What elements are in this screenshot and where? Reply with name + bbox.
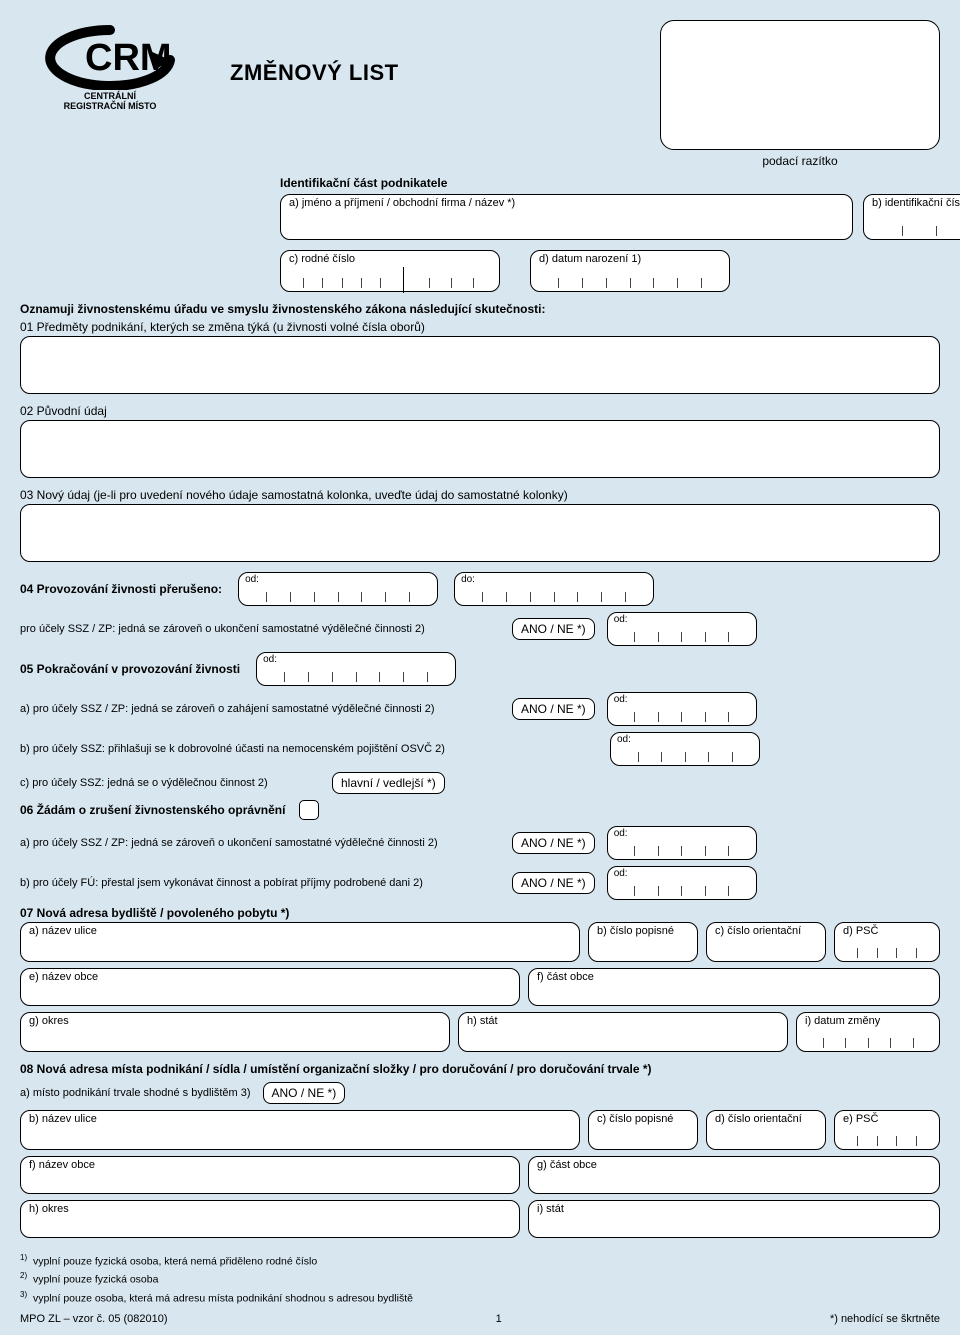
a08e[interactable]: e) PSČ [834, 1110, 940, 1150]
q06a-text: a) pro účely SSZ / ZP: jedná se zároveň … [20, 837, 500, 849]
q06b-anone[interactable]: ANO / NE *) [512, 872, 595, 894]
svg-text:CRM: CRM [85, 37, 172, 79]
s06-checkbox[interactable] [299, 800, 319, 820]
s04-label: 04 Provozování živnosti přerušeno: [20, 582, 222, 596]
logo: CRM CENTRÁLNÍREGISTRAČNÍ MÍSTO [20, 20, 200, 112]
a07d[interactable]: d) PSČ [834, 922, 940, 962]
s07-label: 07 Nová adresa bydliště / povoleného pob… [20, 906, 940, 920]
ident-section-label: Identifikační část podnikatele [280, 176, 940, 190]
intro-text: Oznamuji živnostenskému úřadu ve smyslu … [20, 302, 940, 316]
q05b-od[interactable]: od: [610, 732, 760, 766]
a08h[interactable]: h) okres [20, 1200, 520, 1238]
a08i[interactable]: i) stát [528, 1200, 940, 1238]
s04-do[interactable]: do: [454, 572, 654, 606]
a07a[interactable]: a) název ulice [20, 922, 580, 962]
q05b-text: b) pro účely SSZ: přihlašuji se k dobrov… [20, 743, 500, 755]
s06-label: 06 Žádám o zrušení živnostenského oprávn… [20, 803, 285, 817]
stamp-label: podací razítko [762, 154, 837, 168]
a07g[interactable]: g) okres [20, 1012, 450, 1052]
field-rc[interactable]: c) rodné číslo [280, 250, 500, 292]
field-birthdate[interactable]: d) datum narození 1) [530, 250, 730, 292]
q08a-anone[interactable]: ANO / NE *) [263, 1082, 346, 1104]
a08f[interactable]: f) název obce [20, 1156, 520, 1194]
s08-label: 08 Nová adresa místa podnikání / sídla /… [20, 1062, 940, 1076]
page-title: ZMĚNOVÝ LIST [230, 60, 399, 86]
stamp-box[interactable] [660, 20, 940, 150]
q05a-od[interactable]: od: [607, 692, 757, 726]
q04a-anone[interactable]: ANO / NE *) [512, 618, 595, 640]
q06b-text: b) pro účely FÚ: přestal jsem vykonávat … [20, 877, 500, 889]
q08a-text: a) místo podnikání trvale shodné s bydli… [20, 1087, 251, 1099]
s05-od[interactable]: od: [256, 652, 456, 686]
q04a-text: pro účely SSZ / ZP: jedná se zároveň o u… [20, 623, 500, 635]
s04-od[interactable]: od: [238, 572, 438, 606]
s01-label: 01 Předměty podnikání, kterých se změna … [20, 320, 940, 334]
a07f[interactable]: f) část obce [528, 968, 940, 1006]
field-name[interactable]: a) jméno a příjmení / obchodní firma / n… [280, 194, 853, 240]
s02-label: 02 Původní údaj [20, 404, 940, 418]
q05a-text: a) pro účely SSZ / ZP: jedná se zároveň … [20, 703, 500, 715]
q05a-anone[interactable]: ANO / NE *) [512, 698, 595, 720]
logo-sub1: CENTRÁLNÍ [84, 91, 136, 101]
q06b-od[interactable]: od: [607, 866, 757, 900]
s05-label: 05 Pokračování v provozování živnosti [20, 662, 240, 676]
q06a-od[interactable]: od: [607, 826, 757, 860]
s03-field[interactable] [20, 504, 940, 562]
a08b[interactable]: b) název ulice [20, 1110, 580, 1150]
q06a-anone[interactable]: ANO / NE *) [512, 832, 595, 854]
a07i[interactable]: i) datum změny [796, 1012, 940, 1052]
q05c-hlavni[interactable]: hlavní / vedlejší *) [332, 772, 445, 794]
footnotes: 1) vyplní pouze fyzická osoba, která nem… [20, 1252, 940, 1307]
footer-left: MPO ZL – vzor č. 05 (082010) [20, 1313, 168, 1325]
s02-field[interactable] [20, 420, 940, 478]
a08c[interactable]: c) číslo popisné [588, 1110, 698, 1150]
a07e[interactable]: e) název obce [20, 968, 520, 1006]
footer-page: 1 [168, 1313, 830, 1325]
s01-field[interactable] [20, 336, 940, 394]
a08g[interactable]: g) část obce [528, 1156, 940, 1194]
footer-right: *) nehodící se škrtněte [830, 1313, 940, 1325]
s03-label: 03 Nový údaj (je-li pro uvedení nového ú… [20, 488, 940, 502]
a07c[interactable]: c) číslo orientační [706, 922, 826, 962]
q05c-text: c) pro účely SSZ: jedná se o výdělečnou … [20, 777, 320, 789]
a08d[interactable]: d) číslo orientační [706, 1110, 826, 1150]
a07b[interactable]: b) číslo popisné [588, 922, 698, 962]
logo-sub2: REGISTRAČNÍ MÍSTO [64, 101, 157, 111]
a07h[interactable]: h) stát [458, 1012, 788, 1052]
field-ic[interactable]: b) identifikační číslo [863, 194, 960, 240]
q04a-od[interactable]: od: [607, 612, 757, 646]
